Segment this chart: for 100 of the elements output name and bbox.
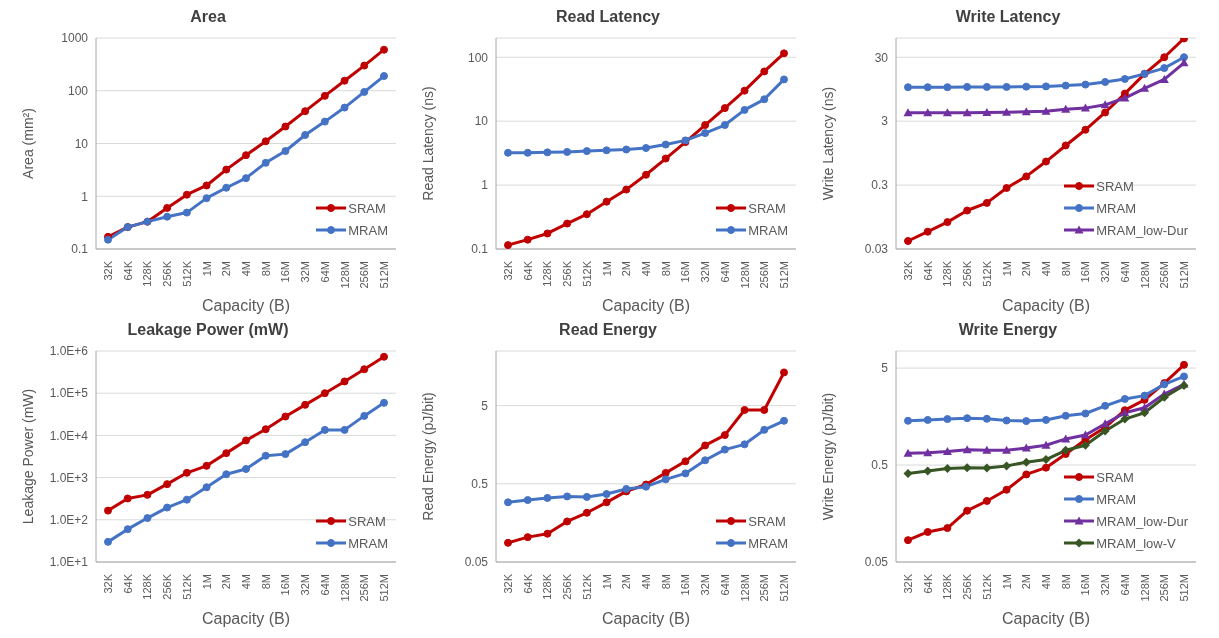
x-tick-label: 128K	[941, 260, 954, 287]
x-tick-label: 64K	[121, 573, 134, 594]
x-tick-label: 512K	[980, 573, 993, 600]
x-tick-label: 1M	[1000, 574, 1013, 590]
x-tick-label: 8M	[259, 261, 272, 277]
legend-label: MRAM	[348, 222, 388, 238]
x-tick-label: 2M	[220, 261, 233, 277]
legend-label: SRAM	[348, 513, 386, 529]
x-tick-label: 512K	[580, 260, 593, 287]
y-tick-label: 0.1	[71, 242, 89, 257]
x-tick-label: 64M	[718, 574, 731, 596]
y-tick-label: 1.0E+2	[49, 513, 89, 528]
chart-title: Read Energy	[558, 321, 658, 340]
legend-label: MRAM_low-Dur	[1096, 513, 1188, 529]
x-tick-label: 256M	[1158, 574, 1171, 602]
y-tick-label: 10	[74, 136, 89, 151]
x-tick-label: 256K	[561, 260, 574, 287]
x-axis-title: Capacity (B)	[601, 610, 691, 627]
x-tick-label: 16M	[679, 574, 692, 596]
x-tick-label: 1M	[1000, 261, 1013, 277]
x-tick-label: 16M	[679, 261, 692, 283]
legend-label: MRAM	[1096, 491, 1136, 507]
y-tick-label: 1	[481, 178, 489, 193]
x-tick-label: 2M	[1020, 574, 1033, 590]
x-tick-label: 128M	[738, 574, 751, 602]
y-tick-label: 5	[481, 398, 489, 413]
x-tick-label: 32K	[902, 573, 914, 594]
chart-title: Area	[189, 8, 227, 27]
chart-title: Leakage Power (mW)	[126, 321, 290, 340]
x-tick-label: 1M	[600, 261, 613, 277]
y-axis-title: Leakage Power (mW)	[19, 388, 36, 525]
x-tick-label: 64M	[1118, 574, 1131, 596]
y-axis-title: Write Energy (pJ/bit)	[819, 392, 836, 521]
y-tick-label: 0.03	[864, 242, 889, 257]
y-axis-title: Write Latency (ns)	[819, 86, 836, 201]
y-tick-label: 0.5	[871, 458, 889, 473]
legend-label: SRAM	[1096, 469, 1134, 485]
legend-label: MRAM	[1096, 200, 1136, 216]
y-tick-label: 30	[874, 50, 889, 65]
y-tick-label: 1.0E+3	[49, 470, 89, 485]
x-axis-title: Capacity (B)	[601, 297, 691, 314]
x-tick-label: 32K	[902, 260, 914, 281]
legend-label: SRAM	[1096, 178, 1134, 194]
y-tick-label: 1.0E+1	[49, 555, 89, 570]
x-tick-label: 4M	[640, 261, 652, 277]
x-tick-label: 128M	[338, 261, 351, 289]
x-tick-label: 128M	[738, 261, 751, 289]
x-tick-label: 16M	[1079, 574, 1092, 596]
x-tick-label: 32M	[699, 261, 712, 283]
x-tick-label: 512M	[378, 261, 390, 289]
x-tick-label: 2M	[620, 574, 633, 590]
x-tick-label: 128K	[541, 260, 554, 287]
x-tick-label: 32M	[1099, 261, 1112, 283]
x-tick-label: 256M	[358, 574, 371, 602]
y-axis-title: Read Energy (pJ/bit)	[419, 392, 436, 521]
chart-title: Write Energy	[957, 321, 1059, 340]
x-tick-label: 8M	[659, 261, 672, 277]
x-axis-title: Capacity (B)	[1001, 297, 1091, 314]
y-tick-label: 0.5	[471, 477, 489, 492]
y-tick-label: 3	[881, 114, 889, 129]
x-tick-label: 256M	[358, 261, 371, 289]
x-tick-label: 256K	[161, 573, 174, 600]
legend-label: MRAM_low-V	[1096, 535, 1176, 551]
x-tick-label: 256K	[561, 573, 574, 600]
x-tick-label: 512K	[180, 573, 193, 600]
x-tick-label: 4M	[1040, 574, 1052, 590]
x-tick-label: 512M	[1178, 261, 1190, 289]
legend-label: MRAM_low-Dur	[1096, 222, 1188, 238]
x-tick-label: 64K	[121, 260, 134, 281]
x-tick-label: 8M	[259, 574, 272, 590]
x-tick-label: 32M	[1099, 574, 1112, 596]
x-tick-label: 16M	[1079, 261, 1092, 283]
x-tick-label: 128K	[141, 573, 154, 600]
x-tick-label: 64K	[921, 573, 934, 594]
x-tick-label: 1M	[600, 574, 613, 590]
y-tick-label: 1.0E+6	[49, 344, 89, 359]
x-tick-label: 32K	[102, 260, 114, 281]
x-tick-label: 32K	[502, 260, 514, 281]
y-tick-label: 100	[467, 50, 489, 65]
y-tick-label: 1	[81, 189, 89, 204]
y-axis-title: Area (mm²)	[19, 108, 36, 179]
x-axis-title: Capacity (B)	[201, 297, 291, 314]
x-tick-label: 4M	[640, 574, 652, 590]
x-tick-label: 64K	[521, 573, 534, 594]
legend-label: MRAM	[748, 222, 788, 238]
x-tick-label: 32M	[299, 574, 312, 596]
x-tick-label: 4M	[240, 574, 252, 590]
chart-title: Read Latency	[554, 8, 661, 27]
x-tick-label: 32K	[102, 573, 114, 594]
x-tick-label: 128M	[1138, 574, 1151, 602]
y-tick-label: 0.05	[864, 555, 889, 570]
x-tick-label: 256M	[1158, 261, 1171, 289]
y-axis-title: Read Latency (ns)	[419, 86, 436, 201]
x-tick-label: 512M	[778, 574, 790, 602]
x-tick-label: 128K	[541, 573, 554, 600]
x-tick-label: 64M	[1118, 261, 1131, 283]
y-tick-label: 0.05	[464, 555, 489, 570]
y-tick-label: 0.3	[871, 178, 889, 193]
x-tick-label: 256K	[961, 260, 974, 287]
x-tick-label: 512M	[1178, 574, 1190, 602]
